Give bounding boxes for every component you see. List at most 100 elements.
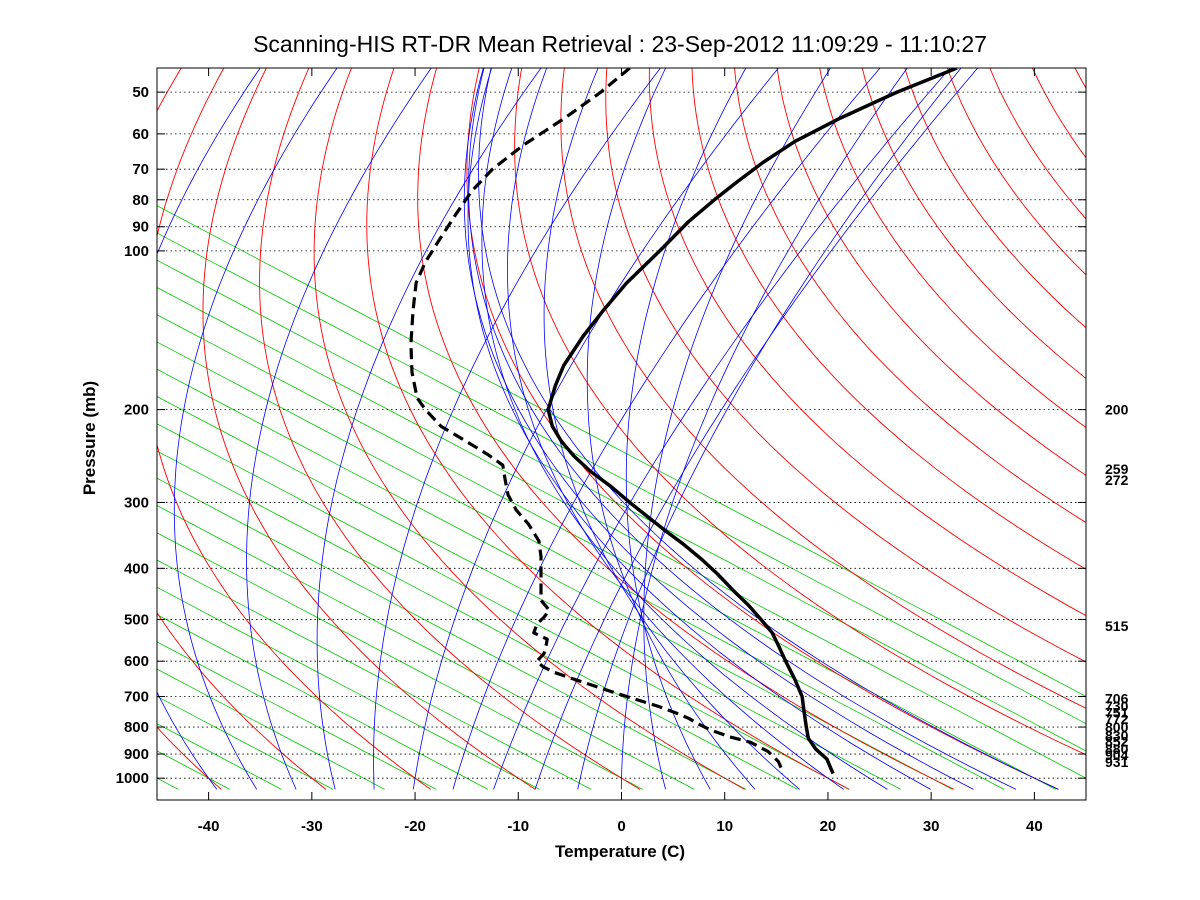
isotherm-line <box>157 559 592 790</box>
isotherm-line <box>157 259 1086 752</box>
moist-adiabat-line <box>452 68 881 790</box>
right-label-931: 931 <box>1105 754 1129 770</box>
x-tick-label: -20 <box>404 818 426 835</box>
dry-adiabat-line <box>734 68 1086 524</box>
x-tick-label: 30 <box>923 818 940 835</box>
x-axis-ticks: -40 -30 -20 -10 0 10 20 30 40 <box>198 68 1043 835</box>
moist-adiabat-line <box>246 68 432 790</box>
isotherm-line <box>157 532 643 790</box>
y-tick-label: 200 <box>124 402 149 419</box>
y-tick-label: 50 <box>132 84 149 101</box>
x-tick-label: 0 <box>617 818 625 835</box>
isotherm-line <box>157 368 953 790</box>
dry-adiabat-line <box>157 68 431 790</box>
dewpoint-profile-line <box>409 68 785 775</box>
right-label-800: 800 <box>1105 719 1129 735</box>
isotherm-line <box>157 505 695 790</box>
right-label-730: 730 <box>1105 698 1129 714</box>
dry-adiabat-line <box>989 68 1086 220</box>
right-label-830: 830 <box>1105 728 1129 744</box>
dry-adiabat-line <box>560 68 1086 709</box>
right-label-772: 772 <box>1105 711 1129 727</box>
chart-title: Scanning-HIS RT-DR Mean Retrieval : 23-S… <box>253 31 987 57</box>
isotherm-line <box>157 232 1086 725</box>
right-label-706: 706 <box>1105 690 1129 706</box>
x-tick-label: -30 <box>301 818 323 835</box>
y-tick-label: 800 <box>124 719 149 736</box>
dry-adiabat-line <box>946 68 1086 276</box>
moist-adiabat-line <box>412 68 779 790</box>
isotherm-line <box>157 423 850 790</box>
y-tick-label: 300 <box>124 494 149 511</box>
dry-adiabat-line <box>648 68 1086 617</box>
moist-adiabat-line <box>507 68 844 790</box>
right-label-272: 272 <box>1105 472 1129 488</box>
right-label-259: 259 <box>1105 461 1129 477</box>
isotherm-line <box>157 586 540 790</box>
right-label-880: 880 <box>1105 741 1129 757</box>
isotherm-line <box>157 477 747 790</box>
plot-area <box>156 67 1087 801</box>
moist-adiabat-line <box>493 68 951 790</box>
right-label-515: 515 <box>1105 618 1129 634</box>
dry-adiabat-line <box>514 68 1086 756</box>
moist-adiabat-line <box>586 68 756 790</box>
dry-adiabat-line <box>366 68 850 790</box>
moist-adiabat-line <box>643 68 831 790</box>
moist-adiabat-line <box>620 68 908 790</box>
isotherm-line <box>157 205 1086 697</box>
isotherm-line <box>157 287 1086 779</box>
temperature-profile-line <box>546 68 958 775</box>
dry-adiabat-line <box>417 68 955 790</box>
dry-adiabat-line <box>605 68 1086 663</box>
isotherm-line <box>157 341 1005 790</box>
profiles <box>409 68 958 775</box>
moist-adiabat-line <box>577 68 962 790</box>
right-label-751: 751 <box>1105 705 1129 721</box>
right-label-200: 200 <box>1105 402 1129 418</box>
moist-adiabat-line <box>481 68 888 790</box>
dry-adiabat-line <box>819 68 1086 429</box>
y-tick-label: 700 <box>124 688 149 705</box>
moist-adiabat-line <box>625 68 747 790</box>
x-tick-label: -40 <box>198 818 220 835</box>
y-axis-label: Pressure (mb) <box>80 381 99 495</box>
y-tick-label: 100 <box>124 243 149 260</box>
x-tick-label: 20 <box>820 818 837 835</box>
dry-adiabat-line <box>691 68 1086 570</box>
moist-adiabat-line <box>534 68 979 790</box>
x-axis-label: Temperature (C) <box>555 842 685 861</box>
dry-adiabat-line <box>313 68 745 790</box>
x-tick-label: -10 <box>507 818 529 835</box>
y-tick-label: 400 <box>124 560 149 577</box>
moist-adiabat-line <box>316 68 542 790</box>
y-tick-label: 500 <box>124 611 149 628</box>
moist-adiabat-line <box>478 68 1059 790</box>
isotherm-line <box>157 396 901 790</box>
x-tick-label: 10 <box>716 818 733 835</box>
moist-adiabat-line <box>468 68 1017 790</box>
x-tick-label: 40 <box>1026 818 1043 835</box>
right-label-852: 852 <box>1105 733 1129 749</box>
isotherm-line <box>157 614 489 790</box>
moist-adiabat-line <box>543 68 800 790</box>
right-label-904: 904 <box>1105 747 1129 763</box>
y-tick-label: 90 <box>132 219 149 236</box>
y-tick-label: 80 <box>132 192 149 209</box>
dry-adiabat-line <box>157 68 327 790</box>
dry-adiabat-line <box>904 68 1086 329</box>
isotherm-line <box>157 314 1056 790</box>
y-tick-label: 900 <box>124 746 149 763</box>
y-axis-ticks: 50 60 70 80 90 100 200 300 400 500 600 700 800 900 100… <box>116 84 1086 787</box>
dry-adiabat-line <box>861 68 1086 380</box>
background-lines <box>157 68 1086 790</box>
moist-adiabat-line <box>173 68 338 790</box>
dry-adiabat-line <box>259 68 641 790</box>
dry-adiabat-line <box>776 68 1086 476</box>
y-tick-label: 600 <box>124 653 149 670</box>
moist-adiabat-line <box>157 68 261 790</box>
isotherm-line <box>157 641 437 790</box>
isotherm-line <box>157 450 798 790</box>
